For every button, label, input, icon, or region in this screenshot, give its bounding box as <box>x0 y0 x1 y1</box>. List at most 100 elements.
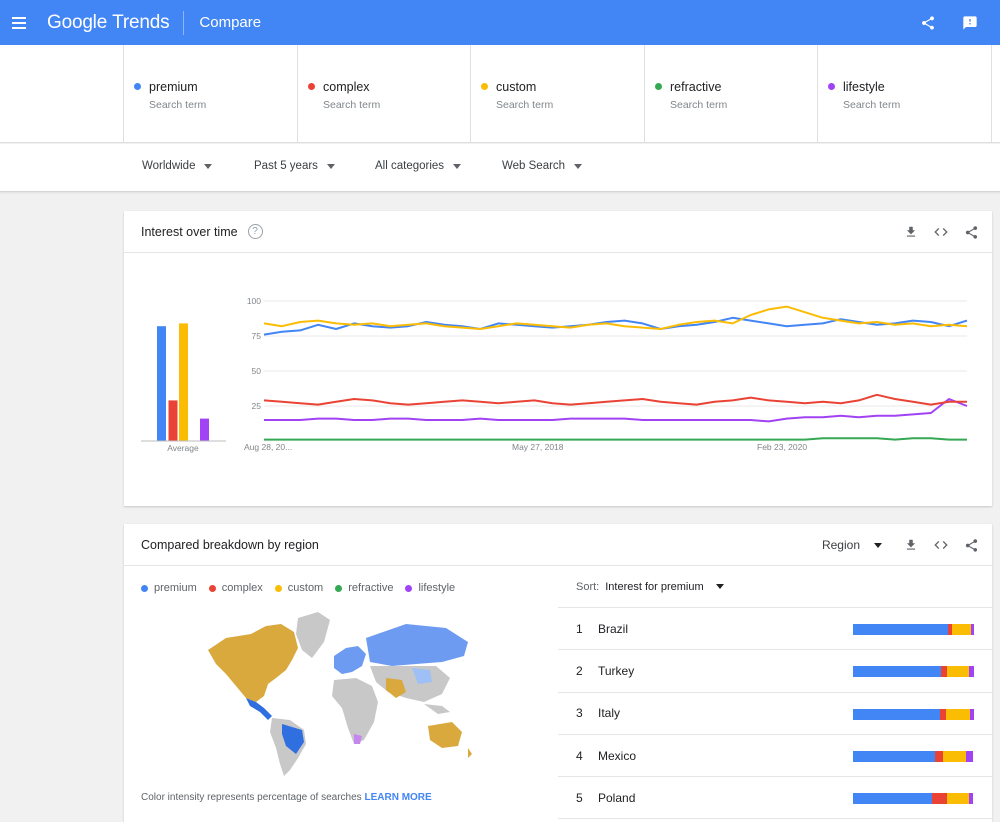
share-segment-lifestyle <box>971 624 974 635</box>
region-share-bar <box>853 750 975 762</box>
search-terms-bar: premium Search term complex Search term … <box>0 45 1000 143</box>
legend-dot <box>274 584 282 592</box>
series-line-custom[interactable] <box>263 305 968 330</box>
share-icon[interactable] <box>907 0 949 45</box>
term-card-complex[interactable]: complex Search term <box>297 45 471 143</box>
average-label: Average <box>167 443 199 453</box>
share-segment-lifestyle <box>970 708 974 720</box>
google-trends-logo[interactable]: Google Trends <box>47 11 170 34</box>
category-filter-dropdown[interactable]: All categories <box>375 160 462 172</box>
series-line-premium[interactable] <box>263 316 968 336</box>
legend-label: lifestyle <box>418 582 456 594</box>
term-type: Search term <box>323 99 381 111</box>
legend-label: refractive <box>348 582 394 594</box>
region-rank: 5 <box>576 790 583 805</box>
share-segment-complex <box>939 708 946 720</box>
hamburger-menu-icon[interactable] <box>2 0 36 45</box>
term-card-custom[interactable]: custom Search term <box>470 45 644 143</box>
term-type: Search term <box>843 99 901 111</box>
share-segment-lifestyle <box>968 666 974 678</box>
series-line-lifestyle[interactable] <box>264 398 968 423</box>
card-title: Compared breakdown by region <box>141 537 319 552</box>
legend-item-lifestyle: lifestyle <box>405 582 455 594</box>
logo-google-text: Google <box>47 11 108 33</box>
y-tick-label: 75 <box>252 331 262 341</box>
share-segment-custom <box>951 624 972 635</box>
region-rank: 3 <box>576 706 583 721</box>
share-icon[interactable] <box>956 217 986 247</box>
term-name: custom <box>496 80 537 94</box>
interest-over-time-chart: Average 100 75 50 25 Aug 28, 20... May 27, 2… <box>141 296 968 453</box>
map-region-greenland <box>296 612 330 658</box>
feedback-icon[interactable] <box>949 0 991 45</box>
region-row[interactable]: 2 Turkey <box>558 650 992 693</box>
category-filter-label: All categories <box>375 160 445 172</box>
series-line-refractive[interactable] <box>264 437 967 441</box>
interest-over-time-card: Interest over time ? Average 100 75 50 25 A… <box>124 211 992 506</box>
region-share-bar <box>853 624 975 635</box>
property-filter-dropdown[interactable]: Web Search <box>502 160 583 172</box>
legend-dot <box>208 584 216 592</box>
term-name: refractive <box>670 80 722 94</box>
map-region-mexico <box>246 698 272 720</box>
filter-bar: Worldwide Past 5 years All categories We… <box>0 144 1000 192</box>
caret-down-icon <box>574 163 583 169</box>
map-region-brazil <box>282 724 304 754</box>
world-map[interactable] <box>206 608 486 778</box>
sort-label: Sort: <box>576 580 600 593</box>
share-segment-custom <box>943 750 967 762</box>
map-region-south-africa <box>354 734 362 744</box>
map-region-north-america <box>208 624 298 702</box>
legend-dot <box>335 584 343 592</box>
term-type: Search term <box>149 99 207 111</box>
region-row[interactable]: 5 Poland <box>558 777 992 820</box>
term-card-premium[interactable]: premium Search term <box>123 45 297 143</box>
sort-value: Interest for premium <box>605 580 704 593</box>
region-name: Turkey <box>598 663 635 678</box>
map-region-europe <box>334 646 366 674</box>
share-segment-custom <box>946 793 969 805</box>
caret-down-icon <box>715 584 724 589</box>
legend-label: custom <box>287 582 324 594</box>
term-card-lifestyle[interactable]: lifestyle Search term <box>817 45 991 143</box>
share-icon[interactable] <box>956 530 986 560</box>
embed-code-icon[interactable] <box>926 530 956 560</box>
series-line-complex[interactable] <box>263 393 967 406</box>
sort-row: Sort: Interest for premium <box>558 566 992 608</box>
download-icon[interactable] <box>896 217 926 247</box>
region-name: Italy <box>598 706 621 721</box>
region-legend: premium complex custom refractive lifest… <box>141 582 467 594</box>
map-region-asia <box>370 666 450 702</box>
caret-down-icon <box>204 163 213 169</box>
sort-dropdown[interactable]: Interest for premium <box>605 580 724 593</box>
share-segment-complex <box>932 793 947 805</box>
share-segment-complex <box>934 750 944 762</box>
embed-code-icon[interactable] <box>926 217 956 247</box>
region-row[interactable]: 3 Italy <box>558 693 992 735</box>
learn-more-link[interactable]: LEARN MORE <box>364 792 432 803</box>
region-row[interactable]: 4 Mexico <box>558 735 992 778</box>
share-segment-premium <box>853 624 949 635</box>
time-filter-dropdown[interactable]: Past 5 years <box>254 160 335 172</box>
region-resolution-dropdown[interactable]: Region <box>822 538 882 552</box>
map-region-new-zealand <box>468 748 472 758</box>
help-icon[interactable]: ? <box>247 224 263 239</box>
region-row[interactable]: 1 Brazil <box>558 608 992 651</box>
region-name: Brazil <box>598 621 629 636</box>
average-bar-premium <box>157 326 166 441</box>
term-type: Search term <box>496 99 554 111</box>
region-name: Mexico <box>598 748 637 763</box>
download-icon[interactable] <box>896 530 926 560</box>
legend-label: complex <box>221 582 263 594</box>
term-color-dot <box>828 83 835 90</box>
term-card-refractive[interactable]: refractive Search term <box>644 45 818 143</box>
share-segment-lifestyle <box>966 750 973 762</box>
term-color-dot <box>481 83 488 90</box>
share-segment-premium <box>853 708 940 720</box>
property-filter-label: Web Search <box>502 160 566 172</box>
term-type: Search term <box>670 99 728 111</box>
share-segment-premium <box>853 666 941 678</box>
term-color-dot <box>655 83 662 90</box>
geo-filter-dropdown[interactable]: Worldwide <box>142 160 213 172</box>
average-bars-group <box>157 323 209 441</box>
